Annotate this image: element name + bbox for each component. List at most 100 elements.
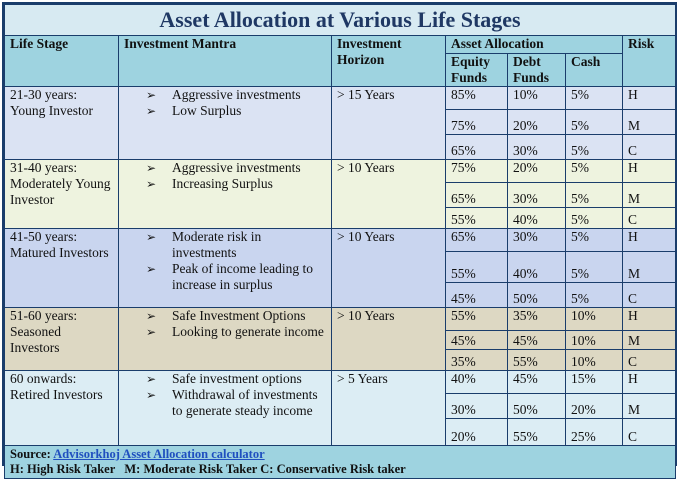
debt-cell: 40% bbox=[507, 207, 566, 229]
horizon-cell: > 15 Years bbox=[331, 86, 446, 160]
mantra-cell: ➢ Aggressive investments ➢ Increasing Surpl… bbox=[118, 159, 332, 229]
mantra-text: Safe investment options bbox=[172, 371, 302, 387]
arrow-bullet-icon: ➢ bbox=[146, 104, 157, 118]
risk-cell: M bbox=[621, 330, 677, 350]
risk-cell: C bbox=[621, 418, 677, 446]
debt-cell: 50% bbox=[507, 393, 566, 419]
equity-cell: 75% bbox=[445, 109, 508, 135]
equity-cell: 40% bbox=[445, 370, 508, 394]
mantra-cell: ➢ Aggressive investments ➢ Low Surplus bbox=[118, 86, 332, 160]
header-allocation: Asset Allocation bbox=[445, 35, 623, 54]
risk-cell: M bbox=[621, 393, 677, 419]
equity-cell: 55% bbox=[445, 207, 508, 229]
equity-cell: 35% bbox=[445, 349, 508, 371]
cash-cell: 10% bbox=[565, 307, 623, 331]
cash-cell: 15% bbox=[565, 370, 623, 394]
life-stage-cell: 41-50 years: Matured Investors bbox=[4, 228, 119, 308]
risk-cell: H bbox=[621, 370, 677, 394]
debt-cell: 45% bbox=[507, 370, 566, 394]
mantra-list: ➢ Moderate risk in investments ➢ Peak of in… bbox=[124, 229, 326, 294]
horizon-cell: > 10 Years bbox=[331, 159, 446, 229]
mantra-item: ➢ Increasing Surplus bbox=[146, 176, 326, 192]
risk-cell: H bbox=[621, 307, 677, 331]
debt-cell: 20% bbox=[507, 109, 566, 135]
arrow-bullet-icon: ➢ bbox=[146, 388, 157, 402]
mantra-cell: ➢ Safe Investment Options ➢ Looking to gene… bbox=[118, 307, 332, 371]
debt-cell: 10% bbox=[507, 86, 566, 110]
equity-cell: 55% bbox=[445, 251, 508, 283]
header-debt: Debt Funds bbox=[507, 53, 566, 87]
cash-cell: 20% bbox=[565, 393, 623, 419]
debt-cell: 55% bbox=[507, 349, 566, 371]
mantra-item: ➢ Safe investment options bbox=[146, 371, 326, 388]
cash-cell: 5% bbox=[565, 134, 623, 160]
mantra-text: Withdrawal of investments to generate st… bbox=[172, 387, 318, 418]
mantra-item: ➢ Low Surplus bbox=[146, 103, 326, 119]
cash-cell: 5% bbox=[565, 228, 623, 252]
cash-cell: 25% bbox=[565, 418, 623, 446]
risk-cell: M bbox=[621, 109, 677, 135]
footer: Source: Advisorkhoj Asset Allocation cal… bbox=[3, 445, 677, 479]
mantra-list: ➢ Safe Investment Options ➢ Looking to gene… bbox=[124, 308, 326, 341]
source-line: Source: Advisorkhoj Asset Allocation cal… bbox=[10, 447, 670, 462]
cash-cell: 5% bbox=[565, 159, 623, 183]
source-link[interactable]: Advisorkhoj Asset Allocation calculator bbox=[53, 447, 265, 461]
table-row: 51-60 years: Seasoned Investors ➢ Safe Inv… bbox=[4, 307, 677, 371]
mantra-item: ➢ Safe Investment Options bbox=[146, 308, 326, 325]
debt-cell: 55% bbox=[507, 418, 566, 446]
risk-cell: H bbox=[621, 86, 677, 110]
arrow-bullet-icon: ➢ bbox=[146, 325, 157, 339]
debt-cell: 50% bbox=[507, 282, 566, 308]
mantra-text: Aggressive investments bbox=[172, 87, 301, 103]
header-risk: Risk bbox=[621, 35, 677, 87]
cash-cell: 10% bbox=[565, 330, 623, 350]
horizon-cell: > 10 Years bbox=[331, 228, 446, 308]
cash-cell: 10% bbox=[565, 349, 623, 371]
life-stage-cell: 51-60 years: Seasoned Investors bbox=[4, 307, 119, 371]
mantra-text: Moderate risk in investments bbox=[172, 229, 262, 261]
equity-cell: 75% bbox=[445, 159, 508, 183]
mantra-item: ➢ Moderate risk in investments bbox=[146, 229, 326, 262]
mantra-text: Looking to generate income bbox=[172, 324, 324, 339]
arrow-bullet-icon: ➢ bbox=[146, 161, 157, 175]
risk-cell: C bbox=[621, 282, 677, 308]
life-stage-cell: 60 onwards: Retired Investors bbox=[4, 370, 119, 446]
cash-cell: 5% bbox=[565, 207, 623, 229]
cash-cell: 5% bbox=[565, 182, 623, 208]
arrow-bullet-icon: ➢ bbox=[146, 230, 157, 244]
equity-cell: 65% bbox=[445, 182, 508, 208]
mantra-text: Safe Investment Options bbox=[172, 308, 306, 324]
table-row: 31-40 years: Moderately Young Investor ➢ A… bbox=[4, 159, 677, 229]
debt-cell: 30% bbox=[507, 182, 566, 208]
header-life-stage: Life Stage bbox=[4, 35, 119, 87]
risk-cell: M bbox=[621, 182, 677, 208]
equity-cell: 65% bbox=[445, 228, 508, 252]
mantra-item: ➢ Aggressive investments bbox=[146, 87, 326, 104]
table-row: 21-30 years: Young Investor ➢ Aggressive i… bbox=[4, 86, 677, 160]
life-stage-cell: 21-30 years: Young Investor bbox=[4, 86, 119, 160]
equity-cell: 45% bbox=[445, 330, 508, 350]
equity-cell: 85% bbox=[445, 86, 508, 110]
arrow-bullet-icon: ➢ bbox=[146, 88, 157, 102]
equity-cell: 45% bbox=[445, 282, 508, 308]
mantra-text: Low Surplus bbox=[172, 103, 242, 118]
debt-cell: 30% bbox=[507, 228, 566, 252]
risk-cell: H bbox=[621, 159, 677, 183]
risk-cell: M bbox=[621, 251, 677, 283]
mantra-item: ➢ Looking to generate income bbox=[146, 324, 326, 340]
table-row: 60 onwards: Retired Investors ➢ Safe inves… bbox=[4, 370, 677, 446]
risk-cell: C bbox=[621, 207, 677, 229]
debt-cell: 40% bbox=[507, 251, 566, 283]
header-mantra: Investment Mantra bbox=[118, 35, 332, 87]
equity-cell: 30% bbox=[445, 393, 508, 419]
mantra-list: ➢ Safe investment options ➢ Withdrawal of i… bbox=[124, 371, 326, 420]
mantra-text: Aggressive investments bbox=[172, 160, 301, 176]
arrow-bullet-icon: ➢ bbox=[146, 372, 157, 386]
allocation-table: Asset Allocation at Various Life Stages … bbox=[3, 4, 677, 479]
mantra-item: ➢ Aggressive investments bbox=[146, 160, 326, 177]
life-stage-cell: 31-40 years: Moderately Young Investor bbox=[4, 159, 119, 229]
equity-cell: 55% bbox=[445, 307, 508, 331]
mantra-item: ➢ Withdrawal of investments to generate s… bbox=[146, 387, 326, 419]
risk-cell: C bbox=[621, 349, 677, 371]
